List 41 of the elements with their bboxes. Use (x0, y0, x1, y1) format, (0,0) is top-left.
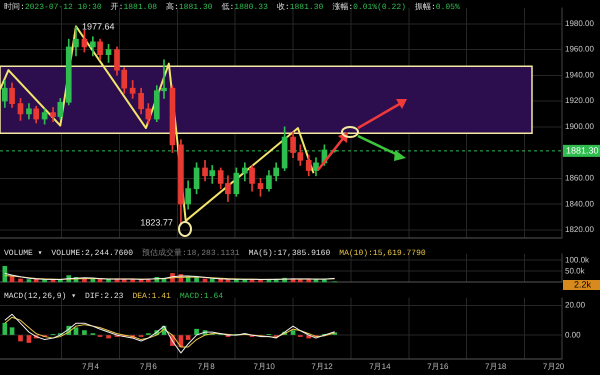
y-tick-label: 1860.00 (565, 174, 594, 183)
y-tick-label: 50.0k (565, 266, 586, 276)
x-tick-label: 7月14 (369, 362, 392, 372)
y-tick-label: 1820.00 (565, 225, 594, 234)
annotation: 低:1880.33 (221, 3, 268, 12)
x-tick-label: 7月6 (140, 362, 158, 372)
annotation: MACD(12,26,9) ▾ (4, 292, 76, 301)
x-tick-label: 7月10 (253, 362, 276, 372)
annotation: DIF:2.23 (85, 292, 124, 301)
y-tick-label: 1920.00 (565, 96, 594, 106)
annotation: 时间:2023-07-12 10:30 (4, 3, 102, 12)
annotation: MA(5):17,385.9160 (248, 249, 330, 258)
x-tick-label: 7月8 (198, 362, 216, 372)
annotation: 振幅:0.05% (414, 3, 460, 12)
annotation: DEA:1.41 (132, 292, 171, 301)
y-tick-label: 1840.00 (565, 199, 594, 208)
y-tick-label: 100.0k (565, 255, 590, 264)
annotation: 涨幅:0.01%(0.22) (332, 3, 406, 12)
y-tick-label: 1940.00 (565, 70, 594, 80)
annotation: 高:1881.30 (166, 3, 212, 12)
annotation: MA(10):15,619.7790 (339, 249, 426, 258)
annotation: VOLUME:2,244.7600 (51, 249, 134, 258)
text: 2.2k (574, 279, 592, 290)
y-tick-label: 20.00 (565, 300, 586, 310)
x-tick-label: 7月20 (542, 362, 565, 372)
annotation: MACD:1.64 (180, 292, 224, 301)
y-tick-label: 1900.00 (565, 122, 594, 131)
annotation: 开:1881.08 (110, 3, 158, 12)
x-tick-label: 7月16 (427, 362, 449, 372)
annotation: 1823.77 (140, 217, 173, 228)
annotation: 收:1881.30 (276, 3, 324, 12)
annotation: 1977.64 (82, 21, 115, 32)
x-tick-label: 7月4 (82, 362, 100, 372)
ref-line-label: 1881.30 (566, 145, 599, 156)
y-tick-label: 1960.00 (565, 44, 594, 54)
y-tick-label: 0.00 (565, 330, 582, 340)
x-tick-label: 7月18 (484, 362, 507, 372)
x-tick-label: 7月12 (311, 362, 334, 372)
annotation: 预估成交量:18,283.1131 (142, 249, 240, 258)
annotation: VOLUME ▾ (4, 249, 42, 258)
y-tick-label: 1980.00 (565, 18, 594, 28)
